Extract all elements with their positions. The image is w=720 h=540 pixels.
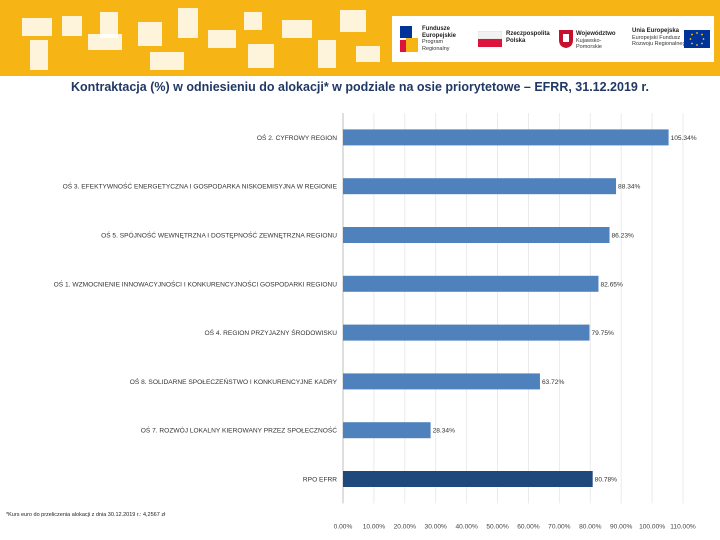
x-tick-label: 100.00% — [639, 523, 665, 530]
data-label: 88.34% — [618, 184, 641, 191]
category-label: OŚ 7. ROZWÓJ LOKALNY KIEROWANY PRZEZ SPO… — [141, 426, 338, 435]
decorative-shape — [138, 22, 162, 46]
data-label: 63.72% — [542, 379, 565, 386]
decorative-shape — [340, 10, 366, 32]
logo-wojewodztwo: Województwo Kujawsko-Pomorskie — [556, 16, 626, 62]
coat-of-arms-icon — [559, 30, 573, 48]
logo-polska-line1: Rzeczpospolita — [506, 31, 550, 37]
category-label: OŚ 3. EFEKTYWNOŚĆ ENERGETYCZNA I GOSPODA… — [63, 182, 338, 191]
footnote: *Kurs euro do przeliczenia alokacji z dn… — [6, 512, 166, 518]
data-label: 80.78% — [595, 477, 618, 484]
category-label: OŚ 4. REGION PRZYJAZNY ŚRODOWISKU — [204, 328, 337, 337]
bar — [343, 373, 540, 390]
decorative-shape — [178, 8, 198, 38]
header-banner: Fundusze Europejskie Program Regionalny … — [0, 0, 720, 76]
decorative-shape — [282, 20, 312, 38]
bar — [343, 324, 590, 341]
bar — [343, 178, 617, 195]
decorative-shape — [150, 52, 184, 70]
data-label: 28.34% — [433, 428, 456, 435]
data-label: 86.23% — [612, 233, 635, 240]
x-tick-label: 10.00% — [363, 523, 386, 530]
category-label: RPO EFRR — [303, 477, 337, 484]
x-tick-label: 90.00% — [610, 523, 633, 530]
category-label: OŚ 5. SPÓJNOŚĆ WEWNĘTRZNA I DOSTĘPNOŚĆ Z… — [101, 231, 337, 240]
x-tick-label: 60.00% — [517, 523, 540, 530]
x-tick-label: 70.00% — [548, 523, 571, 530]
decorative-shape — [318, 40, 336, 68]
logo-fundusze: Fundusze Europejskie Program Regionalny — [396, 16, 472, 62]
decorative-shape — [248, 44, 274, 68]
polish-flag-icon — [478, 31, 502, 47]
bar — [343, 422, 431, 439]
bar — [343, 471, 593, 487]
logo-fundusze-line3: Program Regionalny — [422, 39, 450, 52]
category-label: OŚ 2. CYFROWY REGION — [257, 133, 337, 142]
x-tick-label: 30.00% — [425, 523, 448, 530]
logo-wojewodztwo-line2: Kujawsko-Pomorskie — [576, 37, 602, 51]
x-tick-label: 50.00% — [486, 523, 509, 530]
logo-unia-line3: Rozwoju Regionalnego — [632, 41, 689, 47]
chart-title: Kontraktacja (%) w odniesieniu do alokac… — [71, 80, 649, 94]
logo-fundusze-line2: Europejskie — [422, 32, 457, 39]
logo-polska-line2: Polska — [506, 37, 526, 44]
logo-unia-line2: Europejski Fundusz — [632, 34, 681, 41]
category-label: OŚ 8. SOLIDARNE SPOŁECZEŃSTWO I KONKUREN… — [130, 377, 338, 386]
logo-wojewodztwo-line1: Województwo — [576, 31, 616, 37]
logo-polska: Rzeczpospolita Polska — [476, 16, 554, 62]
eu-flag-icon — [684, 30, 710, 48]
data-label: 105.34% — [671, 135, 697, 142]
logos-strip: Fundusze Europejskie Program Regionalny … — [392, 16, 714, 62]
decorative-shape — [356, 46, 380, 62]
decorative-shape — [100, 12, 118, 38]
x-tick-label: 110.00% — [670, 523, 696, 530]
bar — [343, 227, 610, 243]
bar — [343, 275, 599, 292]
x-tick-label: 0.00% — [334, 523, 353, 530]
x-tick-label: 40.00% — [455, 523, 478, 530]
decorative-shape — [62, 16, 82, 36]
x-tick-label: 80.00% — [579, 523, 602, 530]
logo-unia: Unia Europejska Europejski Fundusz Rozwo… — [630, 16, 712, 62]
data-label: 79.75% — [592, 330, 615, 337]
decorative-shape — [22, 18, 52, 36]
decorative-shape — [208, 30, 236, 48]
decorative-shape — [244, 12, 262, 30]
logo-unia-line1: Unia Europejska — [632, 28, 680, 34]
logo-fundusze-line1: Fundusze — [422, 26, 450, 32]
fundusze-star-icon — [400, 26, 418, 52]
bar — [343, 129, 669, 146]
data-label: 82.65% — [600, 281, 623, 288]
decorative-shape — [30, 40, 48, 70]
category-label: OŚ 1. WZMOCNIENIE INNOWACYJNOŚCI I KONKU… — [54, 279, 338, 288]
decorative-shape — [88, 34, 122, 50]
x-tick-label: 20.00% — [394, 523, 417, 530]
